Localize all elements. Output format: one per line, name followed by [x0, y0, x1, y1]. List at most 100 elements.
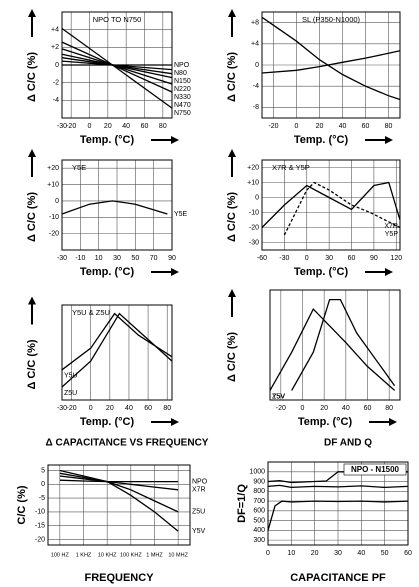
- chart-title: SL (P350-N1000): [302, 15, 361, 24]
- y-axis-label: Δ C/C (%): [26, 52, 38, 102]
- y-tick-label: -4: [53, 97, 59, 104]
- x-tick-label: 40: [342, 405, 350, 412]
- y-axis-label: Δ C/C (%): [226, 52, 238, 102]
- y-tick-label: 700: [253, 498, 265, 505]
- x-tick-label: 80: [159, 123, 167, 130]
- x-axis-label: Temp. (°C): [294, 266, 349, 278]
- x-tick-label: -10: [75, 255, 85, 262]
- x-tick-label: 70: [150, 255, 158, 262]
- x-tick-label: -60: [257, 255, 267, 262]
- plot-frame: [261, 159, 401, 251]
- y-arrow-head: [228, 289, 236, 297]
- y-tick-label: -4: [253, 83, 259, 90]
- x-tick-label: 100 KHZ: [120, 552, 142, 558]
- y-tick-label: 0: [255, 62, 259, 69]
- x-tick-label: 1 MHZ: [146, 552, 163, 558]
- curve: [283, 181, 401, 236]
- x-tick-label: 40: [339, 123, 347, 130]
- curve: [261, 181, 401, 228]
- series-label: Y5E: [174, 211, 188, 218]
- x-tick-label: -20: [66, 123, 76, 130]
- x-tick-label: 120: [390, 255, 402, 262]
- x-axis-label: Temp. (°C): [80, 266, 135, 278]
- x-tick-label: 20: [104, 123, 112, 130]
- x-tick-label: 20: [311, 550, 319, 557]
- curve: [61, 200, 168, 215]
- plot-frame: [61, 304, 173, 401]
- x-tick-label: 50: [131, 255, 139, 262]
- curve: [61, 312, 173, 388]
- curve: [61, 312, 173, 371]
- y-tick-label: 0: [55, 62, 59, 69]
- x-tick-label: -30: [57, 123, 67, 130]
- plot-area: [48, 465, 190, 545]
- x-tick-label: 60: [141, 123, 149, 130]
- x-tick-label: 60: [144, 405, 152, 412]
- y-tick-label: 800: [253, 488, 265, 495]
- series-label: N80: [174, 70, 187, 77]
- y-tick-label: 500: [253, 517, 265, 524]
- x-tick-label: 80: [385, 123, 393, 130]
- section-heading: Δ CAPACITANCE VS FREQUENCY: [46, 438, 209, 449]
- curve: [59, 479, 179, 483]
- y-tick-label: 1000: [249, 469, 265, 476]
- plot-area: [62, 305, 172, 400]
- curve: [59, 475, 179, 491]
- x-arrow-head: [389, 418, 397, 426]
- y-arrow-head: [28, 9, 36, 17]
- y-arrow-head: [28, 149, 36, 157]
- chart-title: Y5U & Z5U: [72, 308, 110, 317]
- y-arrow-head: [228, 9, 236, 17]
- y-tick-label: +4: [251, 41, 259, 48]
- y-axis-label: Δ C/C (%): [26, 192, 38, 242]
- x-tick-label: 90: [168, 255, 176, 262]
- series-label: Z5U: [64, 390, 77, 397]
- y-tick-label: +20: [47, 165, 59, 172]
- y-tick-label: 400: [253, 527, 265, 534]
- y-arrow-head: [28, 296, 36, 305]
- curve: [267, 484, 409, 489]
- series-label: Y5U: [64, 373, 78, 380]
- y-tick-label: -20: [49, 230, 59, 237]
- plot-frame: [269, 289, 401, 401]
- x-tick-label: 60: [362, 123, 370, 130]
- plot-frame: [61, 159, 173, 251]
- annotation-box: [343, 463, 407, 476]
- chart-title: NPO TO N750: [93, 15, 142, 24]
- series-label: N330: [174, 94, 191, 101]
- y-tick-label: +10: [47, 181, 59, 188]
- x-tick-label: 60: [364, 405, 372, 412]
- series-label: Y5V: [192, 528, 206, 535]
- y-tick-label: 900: [253, 478, 265, 485]
- y-tick-label: -8: [253, 104, 259, 111]
- y-tick-label: 300: [253, 537, 265, 544]
- plot-frame: [267, 461, 409, 546]
- series-label: NPO: [174, 62, 190, 69]
- y-tick-label: -10: [35, 509, 45, 516]
- x-tick-label: 90: [370, 255, 378, 262]
- x-tick-label: 100 HZ: [51, 552, 70, 558]
- curve: [59, 469, 179, 532]
- curve: [269, 307, 396, 391]
- y-tick-label: -30: [249, 239, 259, 246]
- y-tick-label: 0: [255, 194, 259, 201]
- x-tick-label: 10 MHZ: [168, 552, 188, 558]
- y-tick-label: +20: [247, 164, 259, 171]
- x-tick-label: 60: [348, 255, 356, 262]
- y-arrow-head: [228, 149, 236, 157]
- y-axis-label: Δ C/C (%): [26, 339, 38, 389]
- y-axis-label: DF=1/Q: [236, 484, 248, 523]
- x-tick-label: 20: [106, 405, 114, 412]
- x-tick-label: 80: [163, 405, 171, 412]
- curve: [61, 41, 173, 93]
- x-tick-label: 20: [320, 405, 328, 412]
- y-tick-label: -2: [53, 80, 59, 87]
- annotation: NPO - N1500: [351, 465, 400, 474]
- x-tick-label: 0: [295, 123, 299, 130]
- x-tick-label: -30: [57, 405, 67, 412]
- x-axis-label: Temp. (°C): [298, 416, 353, 428]
- y-tick-label: -5: [39, 495, 45, 502]
- chart-title: X7R & Y5P: [272, 163, 310, 172]
- x-tick-label: 0: [266, 550, 270, 557]
